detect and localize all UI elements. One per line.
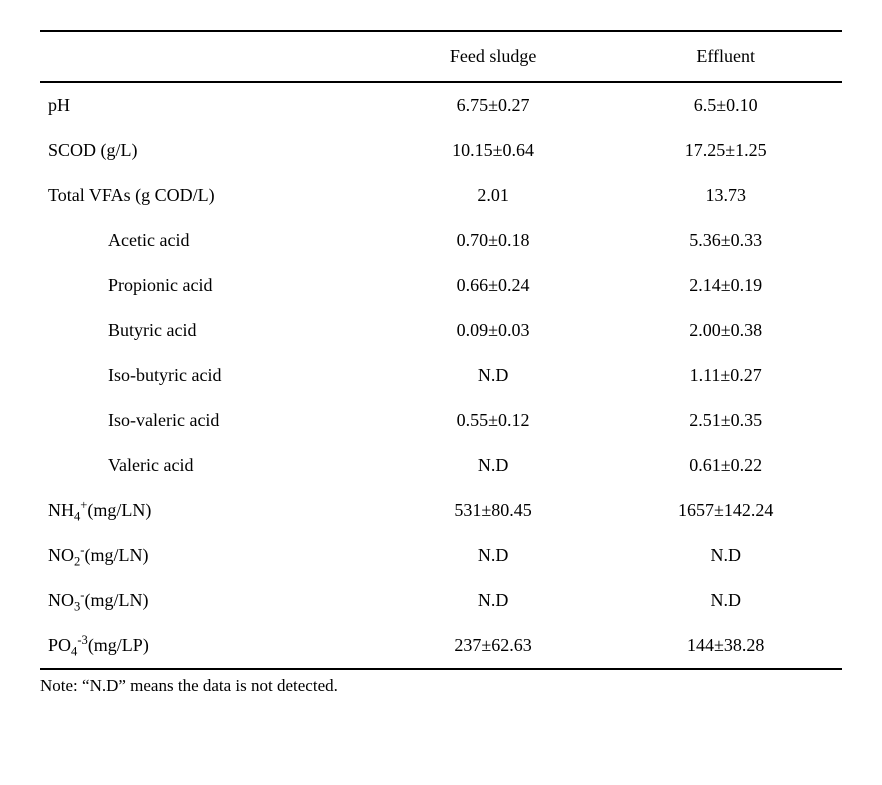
- table-row: Acetic acid0.70±0.185.36±0.33: [40, 218, 842, 263]
- table-body: pH6.75±0.276.5±0.10SCOD (g/L)10.15±0.641…: [40, 82, 842, 669]
- feed-value: 531±80.45: [377, 488, 610, 533]
- effluent-value: 1.11±0.27: [609, 353, 842, 398]
- feed-value: N.D: [377, 533, 610, 578]
- param-label: SCOD (g/L): [40, 128, 377, 173]
- table-row: Iso-butyric acidN.D1.11±0.27: [40, 353, 842, 398]
- param-label: NH4+(mg/LN): [40, 488, 377, 533]
- data-table: Feed sludge Effluent pH6.75±0.276.5±0.10…: [40, 30, 842, 670]
- table-row: Iso-valeric acid0.55±0.122.51±0.35: [40, 398, 842, 443]
- param-label: Iso-valeric acid: [40, 398, 377, 443]
- effluent-value: 144±38.28: [609, 623, 842, 669]
- effluent-value: 1657±142.24: [609, 488, 842, 533]
- effluent-value: N.D: [609, 533, 842, 578]
- table-row: PO4-3(mg/LP)237±62.63144±38.28: [40, 623, 842, 669]
- param-label: Valeric acid: [40, 443, 377, 488]
- param-label: Iso-butyric acid: [40, 353, 377, 398]
- effluent-value: 2.51±0.35: [609, 398, 842, 443]
- feed-value: 0.70±0.18: [377, 218, 610, 263]
- effluent-value: 2.14±0.19: [609, 263, 842, 308]
- table-row: Butyric acid0.09±0.032.00±0.38: [40, 308, 842, 353]
- table-footnote: Note: “N.D” means the data is not detect…: [40, 676, 842, 696]
- feed-value: 6.75±0.27: [377, 82, 610, 128]
- col-header-effluent: Effluent: [609, 31, 842, 82]
- table-row: pH6.75±0.276.5±0.10: [40, 82, 842, 128]
- table-row: Propionic acid0.66±0.242.14±0.19: [40, 263, 842, 308]
- table-row: NH4+(mg/LN)531±80.451657±142.24: [40, 488, 842, 533]
- table-header-row: Feed sludge Effluent: [40, 31, 842, 82]
- col-header-feed: Feed sludge: [377, 31, 610, 82]
- param-label: Propionic acid: [40, 263, 377, 308]
- effluent-value: 17.25±1.25: [609, 128, 842, 173]
- effluent-value: 6.5±0.10: [609, 82, 842, 128]
- feed-value: 237±62.63: [377, 623, 610, 669]
- feed-value: 2.01: [377, 173, 610, 218]
- effluent-value: N.D: [609, 578, 842, 623]
- effluent-value: 2.00±0.38: [609, 308, 842, 353]
- param-label: Butyric acid: [40, 308, 377, 353]
- param-label: Total VFAs (g COD/L): [40, 173, 377, 218]
- feed-value: 10.15±0.64: [377, 128, 610, 173]
- param-label: Acetic acid: [40, 218, 377, 263]
- effluent-value: 5.36±0.33: [609, 218, 842, 263]
- feed-value: 0.09±0.03: [377, 308, 610, 353]
- param-label: NO3-(mg/LN): [40, 578, 377, 623]
- feed-value: N.D: [377, 353, 610, 398]
- table-row: Total VFAs (g COD/L)2.0113.73: [40, 173, 842, 218]
- param-label: pH: [40, 82, 377, 128]
- param-label: PO4-3(mg/LP): [40, 623, 377, 669]
- feed-value: N.D: [377, 443, 610, 488]
- feed-value: N.D: [377, 578, 610, 623]
- param-label: NO2-(mg/LN): [40, 533, 377, 578]
- table-row: SCOD (g/L)10.15±0.6417.25±1.25: [40, 128, 842, 173]
- table-row: Valeric acidN.D0.61±0.22: [40, 443, 842, 488]
- col-header-param: [40, 31, 377, 82]
- effluent-value: 13.73: [609, 173, 842, 218]
- table-row: NO2-(mg/LN)N.DN.D: [40, 533, 842, 578]
- effluent-value: 0.61±0.22: [609, 443, 842, 488]
- feed-value: 0.55±0.12: [377, 398, 610, 443]
- table-row: NO3-(mg/LN)N.DN.D: [40, 578, 842, 623]
- feed-value: 0.66±0.24: [377, 263, 610, 308]
